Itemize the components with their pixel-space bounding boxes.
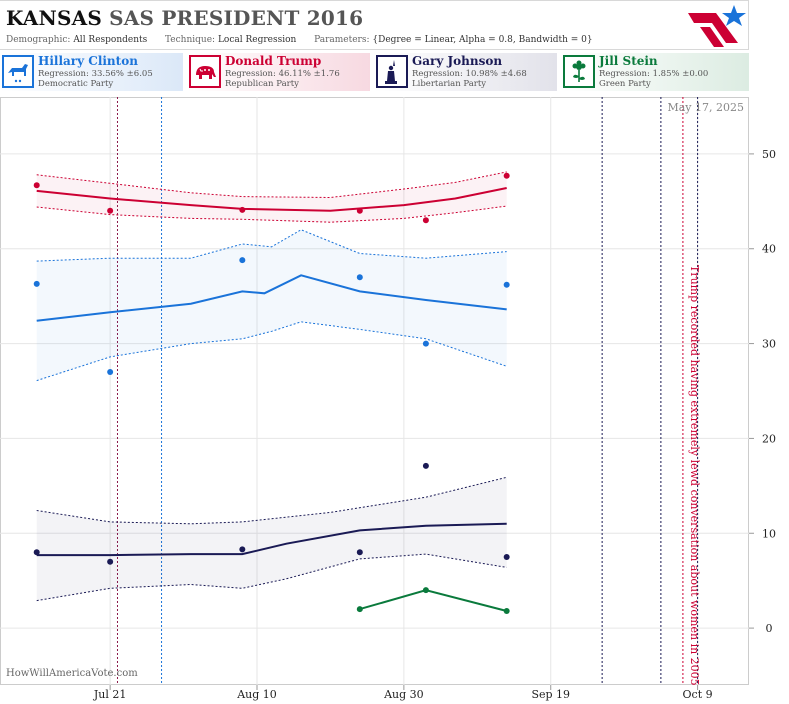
candidate-legend: Hillary Clinton Regression: 33.56% ±6.05… <box>0 53 749 93</box>
poll-point <box>33 549 40 556</box>
legend-item-johnson: Gary Johnson Regression: 10.98% ±4.68 Li… <box>374 53 557 91</box>
demographic-label: Demographic: <box>6 35 71 45</box>
poll-point <box>503 281 510 288</box>
confidence-band <box>36 477 507 601</box>
poll-point <box>356 606 363 613</box>
candidate-regression: Regression: 46.11% ±1.76 <box>225 69 340 79</box>
donkey-icon <box>2 55 34 88</box>
band-upper-line <box>36 171 507 199</box>
legend-item-clinton: Hillary Clinton Regression: 33.56% ±6.05… <box>0 53 183 91</box>
y-tick-label: 20 <box>762 432 776 445</box>
candidate-name: Donald Trump <box>225 54 322 68</box>
candidate-party: Green Party <box>599 79 651 89</box>
poll-point <box>107 558 114 565</box>
site-logo <box>688 5 746 47</box>
site-watermark: HowWillAmericaVote.com <box>6 668 138 679</box>
poll-point <box>503 608 510 615</box>
elephant-icon <box>189 55 221 88</box>
legend-item-stein: Jill Stein Regression: 1.85% ±0.00 Green… <box>561 53 749 91</box>
state-name: KANSAS <box>6 6 102 30</box>
statue-of-liberty-icon <box>376 55 408 88</box>
logo-red-stripe <box>688 13 738 43</box>
flower-icon <box>563 55 595 88</box>
poll-point <box>356 549 363 556</box>
poll-point <box>356 274 363 281</box>
date-stamp: May 17, 2025 <box>667 101 744 114</box>
poll-point <box>422 217 429 224</box>
chart-title: KANSAS SAS PRESIDENT 2016 <box>6 6 363 30</box>
poll-point <box>422 587 429 594</box>
parameters-line: Demographic: All Respondents Technique: … <box>6 35 593 45</box>
x-tick-label: Oct 9 <box>683 688 713 701</box>
candidate-name: Gary Johnson <box>412 54 503 68</box>
poll-point <box>422 340 429 347</box>
y-tick-label: 0 <box>766 622 773 635</box>
poll-point <box>239 546 246 553</box>
plot-area <box>0 97 749 685</box>
poll-point <box>356 207 363 214</box>
trend-line <box>36 274 507 322</box>
candidate-party: Democratic Party <box>38 79 114 89</box>
parameters-label: Parameters: <box>314 35 370 45</box>
candidate-party: Republican Party <box>225 79 299 89</box>
candidate-regression: Regression: 10.98% ±4.68 <box>412 69 527 79</box>
poll-point <box>107 369 114 376</box>
x-tick-label: Sep 19 <box>531 688 570 701</box>
poll-point <box>239 206 246 213</box>
poll-point <box>503 172 510 179</box>
poll-point <box>503 553 510 560</box>
legend-item-trump: Donald Trump Regression: 46.11% ±1.76 Re… <box>187 53 370 91</box>
x-tick-label: Aug 30 <box>383 688 424 701</box>
candidate-name: Hillary Clinton <box>38 54 138 68</box>
y-tick-label: 30 <box>762 338 776 351</box>
title-rest: SAS PRESIDENT 2016 <box>109 6 364 30</box>
poll-point <box>422 462 429 469</box>
x-tick-label: Aug 10 <box>236 688 277 701</box>
band-lower-line <box>36 321 507 382</box>
event-annotation: Trump recorded having extremely lewd con… <box>688 265 701 686</box>
candidate-regression: Regression: 33.56% ±6.05 <box>38 69 153 79</box>
y-tick-label: 50 <box>762 148 776 161</box>
technique-label: Technique: <box>165 35 216 45</box>
candidate-regression: Regression: 1.85% ±0.00 <box>599 69 709 79</box>
poll-point <box>33 182 40 189</box>
y-tick-label: 40 <box>762 243 776 256</box>
poll-point <box>107 207 114 214</box>
trend-line <box>36 187 507 212</box>
trend-line <box>36 522 507 557</box>
technique-value: Local Regression <box>217 35 297 45</box>
confidence-band <box>36 229 507 381</box>
x-tick-label: Jul 21 <box>93 688 127 701</box>
candidate-name: Jill Stein <box>599 54 658 68</box>
logo-star-icon <box>722 5 746 26</box>
poll-point <box>33 280 40 287</box>
parameters-value: {Degree = Linear, Alpha = 0.8, Bandwidth… <box>372 35 593 45</box>
logo-red-stripe-2 <box>700 27 724 47</box>
chart-header: KANSAS SAS PRESIDENT 2016 Demographic: A… <box>0 0 749 50</box>
y-tick-label: 10 <box>762 527 776 540</box>
poll-point <box>239 257 246 264</box>
candidate-party: Libertarian Party <box>412 79 487 89</box>
band-lower-line <box>36 553 507 602</box>
demographic-value: All Respondents <box>73 35 148 45</box>
band-upper-line <box>36 229 507 262</box>
